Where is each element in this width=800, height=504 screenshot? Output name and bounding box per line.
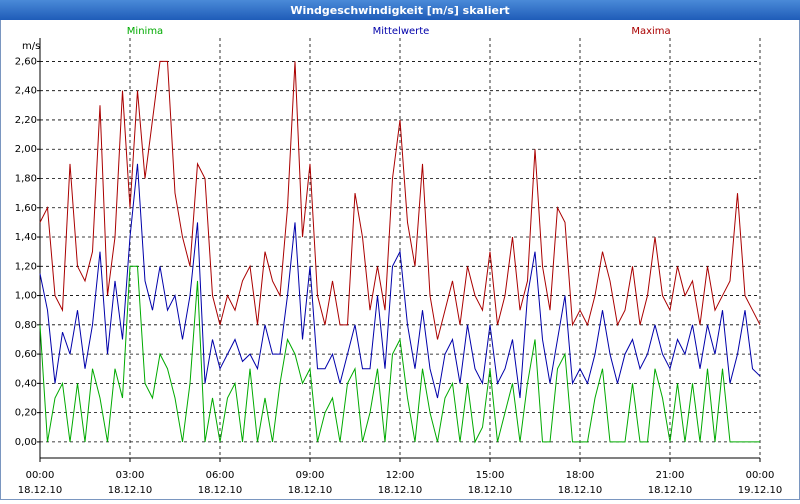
- x-tick-date: 18.12.10: [378, 485, 423, 496]
- x-tick-date: 18.12.10: [648, 485, 693, 496]
- y-tick-label: 2,60: [15, 56, 37, 67]
- x-tick-date: 19.12.10: [738, 485, 783, 496]
- y-tick-label: 2,00: [15, 144, 37, 155]
- y-axis-label: m/s: [22, 41, 40, 52]
- x-tick-date: 18.12.10: [18, 485, 63, 496]
- x-tick-label: 00:00: [26, 470, 55, 481]
- x-tick-label: 00:00: [746, 470, 775, 481]
- y-tick-label: 2,40: [15, 86, 37, 97]
- x-tick-label: 21:00: [656, 470, 685, 481]
- series-line: [39, 265, 760, 444]
- y-tick-label: 1,20: [15, 261, 37, 272]
- x-tick-label: 09:00: [296, 470, 325, 481]
- y-tick-label: 2,20: [15, 115, 37, 126]
- y-tick-label: 1,80: [15, 173, 37, 184]
- y-tick-label: 1,60: [15, 203, 37, 214]
- x-tick-label: 18:00: [566, 470, 595, 481]
- legend-label: Mittelwerte: [373, 26, 430, 37]
- legend-label: Maxima: [631, 26, 670, 37]
- y-tick-label: 0,20: [15, 408, 37, 419]
- y-tick-label: 0,60: [15, 349, 37, 360]
- x-tick-label: 03:00: [116, 470, 145, 481]
- x-tick-date: 18.12.10: [468, 485, 513, 496]
- y-tick-label: 0,80: [15, 320, 37, 331]
- series-line: [39, 60, 761, 340]
- y-tick-label: 0,40: [15, 378, 37, 389]
- chart-title: Windgeschwindigkeit [m/s] skaliert: [290, 4, 509, 17]
- y-tick-label: 0,00: [15, 437, 37, 448]
- y-tick-label: 1,40: [15, 232, 37, 243]
- x-tick-date: 18.12.10: [558, 485, 603, 496]
- legend-label: Minima: [127, 26, 163, 37]
- series-line: [39, 163, 761, 399]
- x-tick-date: 18.12.10: [288, 485, 333, 496]
- x-tick-label: 15:00: [476, 470, 505, 481]
- x-tick-label: 12:00: [386, 470, 415, 481]
- x-tick-date: 18.12.10: [108, 485, 153, 496]
- x-tick-date: 18.12.10: [198, 485, 243, 496]
- x-tick-label: 06:00: [206, 470, 235, 481]
- y-tick-label: 1,00: [15, 291, 37, 302]
- title-bar: [0, 0, 800, 20]
